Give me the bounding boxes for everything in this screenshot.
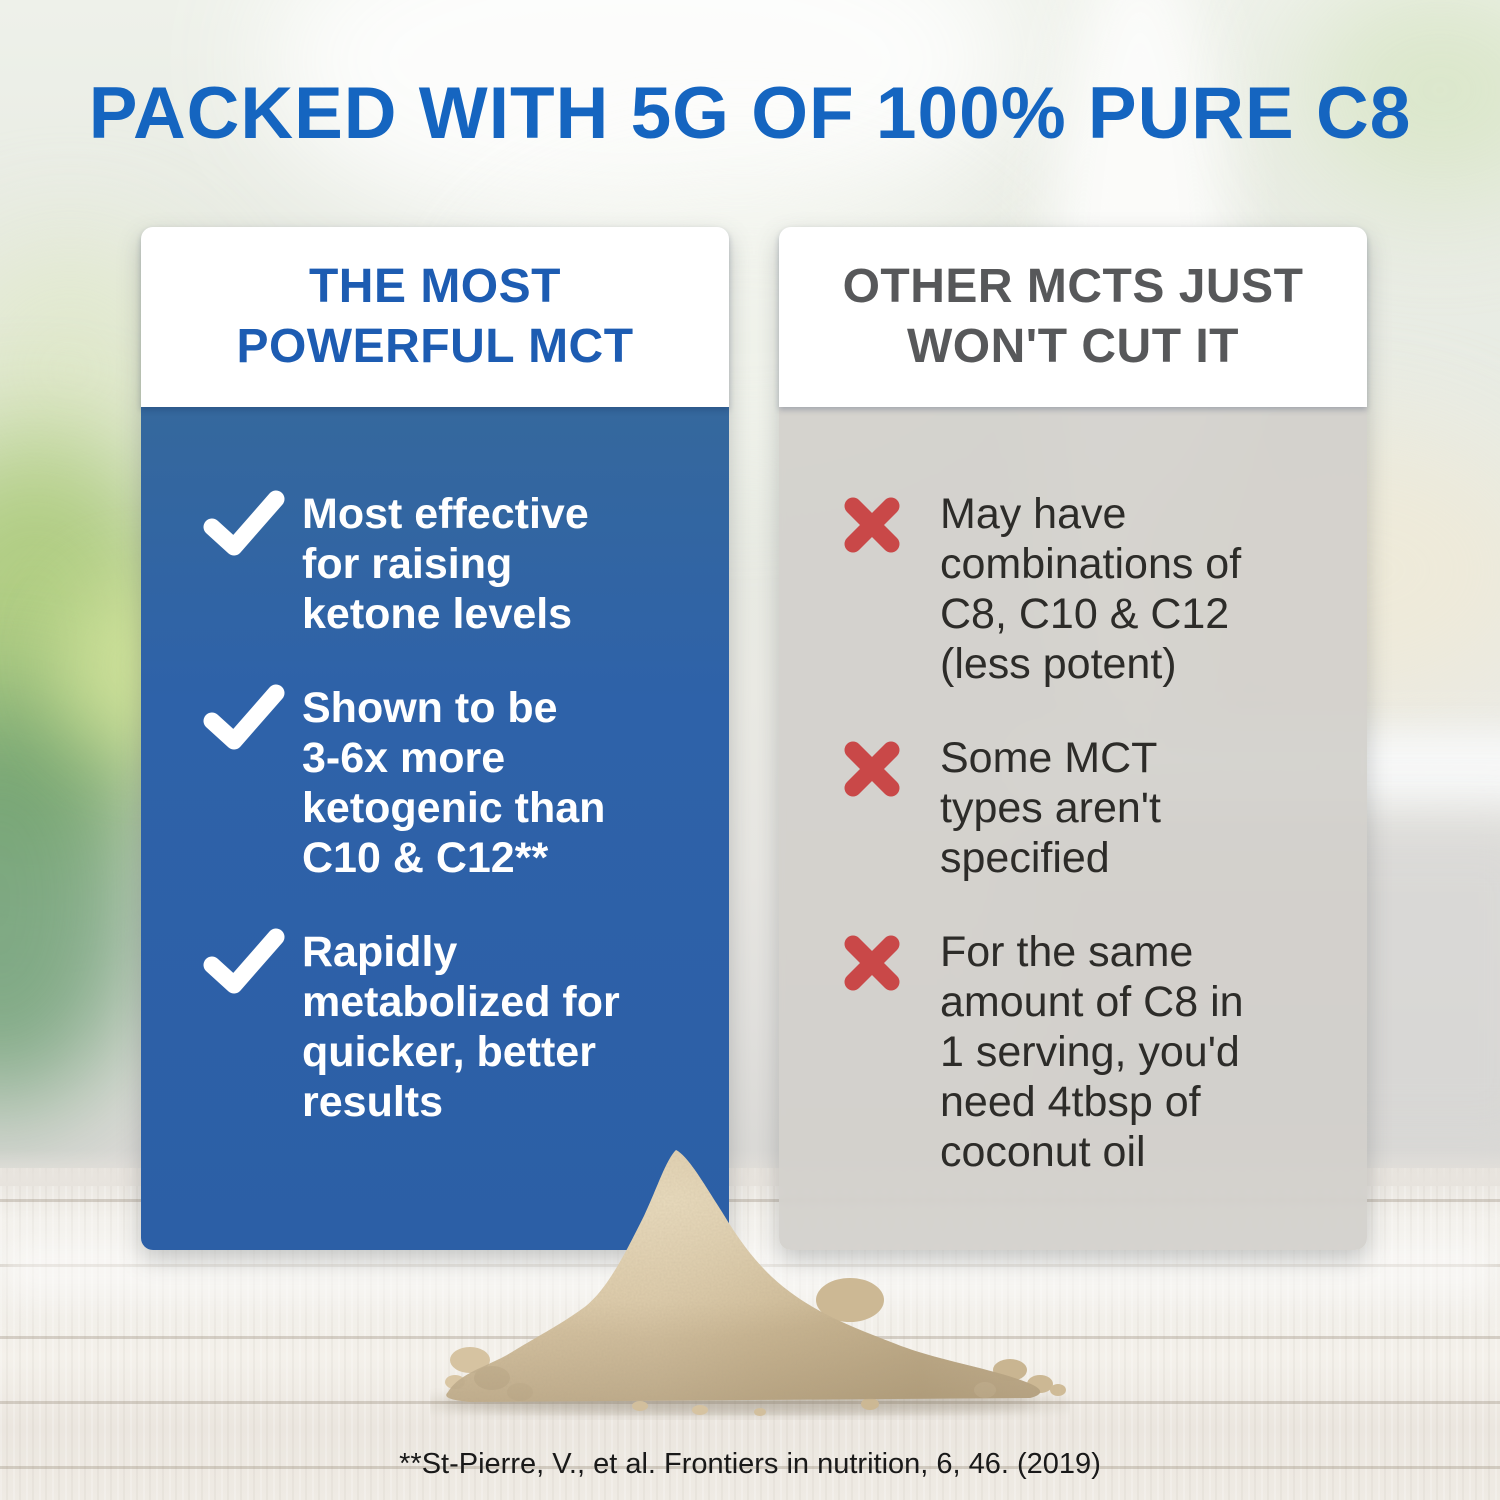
- con-card-title: OTHER MCTS JUST WON'T CUT IT: [842, 259, 1304, 373]
- con-bullet-text: For the same amount of C8 in 1 serving, …: [940, 928, 1244, 1176]
- con-bullet: For the same amount of C8 in 1 serving, …: [838, 927, 1341, 1177]
- pro-bullet: Rapidly metabolized for quicker, better …: [200, 927, 703, 1127]
- con-card-body: May have combinations of C8, C10 & C12 (…: [779, 407, 1367, 1250]
- check-icon: [200, 683, 302, 753]
- x-icon: [838, 489, 940, 557]
- pro-card-body: Most effective for raising ketone levels…: [141, 407, 729, 1250]
- check-icon: [200, 489, 302, 559]
- powder-pile-image: [430, 1150, 1070, 1417]
- check-icon: [200, 927, 302, 997]
- pro-bullet-text: Shown to be 3-6x more ketogenic than C10…: [302, 684, 606, 882]
- pro-bullet-text: Rapidly metabolized for quicker, better …: [302, 928, 620, 1126]
- pro-card-header: THE MOST POWERFUL MCT: [141, 227, 729, 407]
- x-icon: [838, 927, 940, 995]
- con-bullet: May have combinations of C8, C10 & C12 (…: [838, 489, 1341, 689]
- pro-card-title: THE MOST POWERFUL MCT: [236, 259, 634, 373]
- con-bullet: Some MCT types aren't specified: [838, 733, 1341, 883]
- x-icon: [838, 733, 940, 801]
- pro-bullet: Most effective for raising ketone levels: [200, 489, 703, 639]
- pro-bullet: Shown to be 3-6x more ketogenic than C10…: [200, 683, 703, 883]
- con-bullet-text: May have combinations of C8, C10 & C12 (…: [940, 490, 1242, 688]
- pro-bullet-text: Most effective for raising ketone levels: [302, 490, 589, 638]
- headline: PACKED WITH 5G OF 100% PURE C8: [88, 73, 1412, 154]
- pro-card: THE MOST POWERFUL MCT Most effective for…: [141, 227, 729, 1250]
- con-card: OTHER MCTS JUST WON'T CUT IT May have co…: [779, 227, 1367, 1250]
- con-bullet-text: Some MCT types aren't specified: [940, 734, 1161, 882]
- con-card-header: OTHER MCTS JUST WON'T CUT IT: [779, 227, 1367, 407]
- footnote-citation: **St-Pierre, V., et al. Frontiers in nut…: [399, 1448, 1101, 1480]
